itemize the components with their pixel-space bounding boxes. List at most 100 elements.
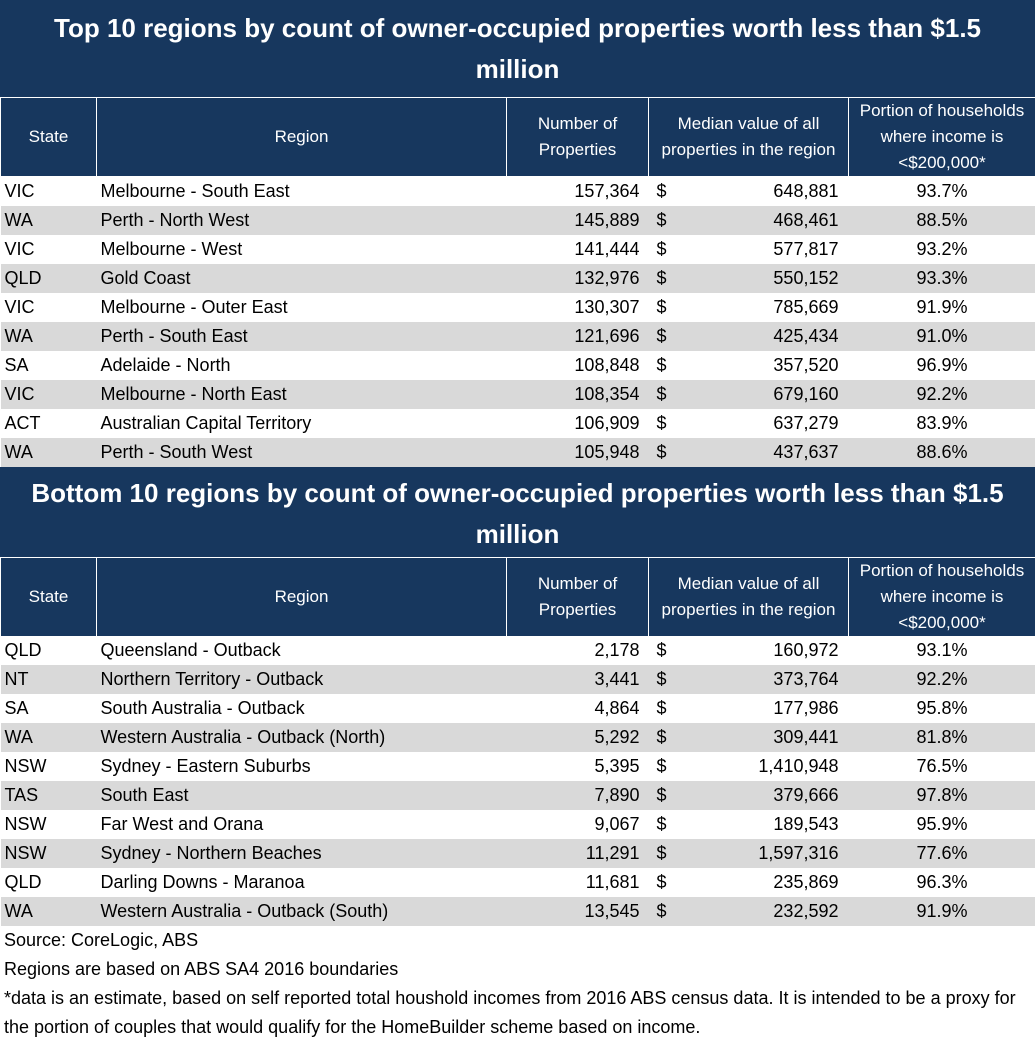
portion-cell: 83.9% xyxy=(849,409,1035,438)
median-value-cell: 177,986 xyxy=(679,694,849,723)
median-value-cell: 1,597,316 xyxy=(679,839,849,868)
portion-cell: 77.6% xyxy=(849,839,1035,868)
currency-cell: $ xyxy=(649,897,679,926)
median-value-cell: 235,869 xyxy=(679,868,849,897)
portion-cell: 93.7% xyxy=(849,177,1035,206)
region-cell: South Australia - Outback xyxy=(97,694,507,723)
region-cell: Far West and Orana xyxy=(97,810,507,839)
currency-cell: $ xyxy=(649,380,679,409)
region-cell: Perth - South West xyxy=(97,438,507,467)
estimate-footnote: *data is an estimate, based on self repo… xyxy=(4,984,1035,1042)
bottom-regions-table: State Region Number of Properties Median… xyxy=(0,557,1035,927)
state-cell: SA xyxy=(1,351,97,380)
currency-cell: $ xyxy=(649,177,679,206)
median-value-cell: 577,817 xyxy=(679,235,849,264)
count-cell: 108,354 xyxy=(507,380,649,409)
portion-cell: 88.5% xyxy=(849,206,1035,235)
count-cell: 108,848 xyxy=(507,351,649,380)
median-value-cell: 379,666 xyxy=(679,781,849,810)
currency-cell: $ xyxy=(649,665,679,694)
median-value-cell: 309,441 xyxy=(679,723,849,752)
portion-cell: 91.9% xyxy=(849,897,1035,926)
col-header-median: Median value of all properties in the re… xyxy=(649,557,849,636)
currency-cell: $ xyxy=(649,409,679,438)
source-note: Source: CoreLogic, ABS xyxy=(4,926,1035,955)
state-cell: SA xyxy=(1,694,97,723)
count-cell: 13,545 xyxy=(507,897,649,926)
boundaries-note: Regions are based on ABS SA4 2016 bounda… xyxy=(4,955,1035,984)
state-cell: NSW xyxy=(1,810,97,839)
portion-cell: 97.8% xyxy=(849,781,1035,810)
count-cell: 5,395 xyxy=(507,752,649,781)
count-cell: 157,364 xyxy=(507,177,649,206)
top-table-header-row: State Region Number of Properties Median… xyxy=(1,98,1035,177)
col-header-state: State xyxy=(1,98,97,177)
state-cell: VIC xyxy=(1,235,97,264)
state-cell: QLD xyxy=(1,264,97,293)
portion-cell: 91.9% xyxy=(849,293,1035,322)
region-cell: Gold Coast xyxy=(97,264,507,293)
median-value-cell: 550,152 xyxy=(679,264,849,293)
region-cell: Sydney - Eastern Suburbs xyxy=(97,752,507,781)
col-header-count: Number of Properties xyxy=(507,98,649,177)
portion-cell: 76.5% xyxy=(849,752,1035,781)
portion-cell: 96.3% xyxy=(849,868,1035,897)
median-value-cell: 637,279 xyxy=(679,409,849,438)
col-header-region: Region xyxy=(97,98,507,177)
median-value-cell: 357,520 xyxy=(679,351,849,380)
region-cell: Western Australia - Outback (North) xyxy=(97,723,507,752)
currency-cell: $ xyxy=(649,723,679,752)
region-cell: Darling Downs - Maranoa xyxy=(97,868,507,897)
currency-cell: $ xyxy=(649,752,679,781)
region-cell: Sydney - Northern Beaches xyxy=(97,839,507,868)
count-cell: 2,178 xyxy=(507,636,649,665)
count-cell: 130,307 xyxy=(507,293,649,322)
count-cell: 11,681 xyxy=(507,868,649,897)
count-cell: 105,948 xyxy=(507,438,649,467)
count-cell: 141,444 xyxy=(507,235,649,264)
region-cell: Perth - North West xyxy=(97,206,507,235)
count-cell: 4,864 xyxy=(507,694,649,723)
count-cell: 132,976 xyxy=(507,264,649,293)
median-value-cell: 648,881 xyxy=(679,177,849,206)
currency-cell: $ xyxy=(649,322,679,351)
state-cell: VIC xyxy=(1,177,97,206)
currency-cell: $ xyxy=(649,351,679,380)
count-cell: 7,890 xyxy=(507,781,649,810)
portion-cell: 93.2% xyxy=(849,235,1035,264)
currency-cell: $ xyxy=(649,810,679,839)
region-cell: Perth - South East xyxy=(97,322,507,351)
portion-cell: 92.2% xyxy=(849,380,1035,409)
col-header-portion: Portion of households where income is <$… xyxy=(849,557,1035,636)
median-value-cell: 468,461 xyxy=(679,206,849,235)
top-table-title: Top 10 regions by count of owner-occupie… xyxy=(0,0,1035,97)
count-cell: 145,889 xyxy=(507,206,649,235)
state-cell: WA xyxy=(1,438,97,467)
median-value-cell: 160,972 xyxy=(679,636,849,665)
state-cell: NT xyxy=(1,665,97,694)
count-cell: 9,067 xyxy=(507,810,649,839)
portion-cell: 93.1% xyxy=(849,636,1035,665)
top-regions-table: State Region Number of Properties Median… xyxy=(0,97,1035,467)
footer-notes: Source: CoreLogic, ABS Regions are based… xyxy=(0,926,1035,1042)
region-cell: Adelaide - North xyxy=(97,351,507,380)
state-cell: WA xyxy=(1,897,97,926)
currency-cell: $ xyxy=(649,636,679,665)
currency-cell: $ xyxy=(649,438,679,467)
